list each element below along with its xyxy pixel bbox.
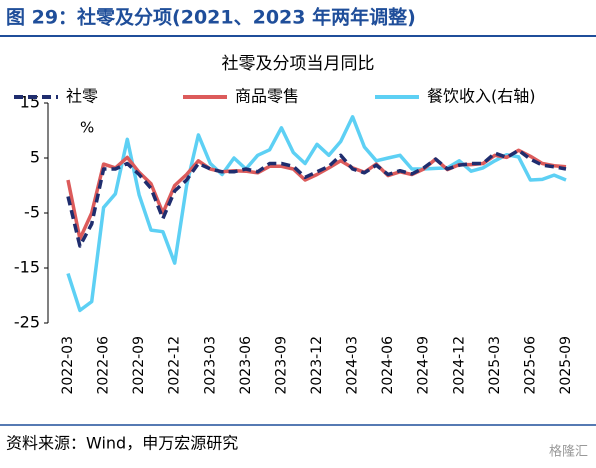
y-unit: % [80,119,94,137]
x-tick-label: 2023-06 [238,336,254,395]
figure-title: 图 29：社零及分项(2021、2023 年两年调整) [6,6,416,29]
watermark: 格隆汇 [549,444,588,460]
x-tick-label: 2022-03 [60,336,76,395]
source: 资料来源：Wind，申万宏源研究 [6,434,238,453]
y-tick-label: 5 [30,148,40,167]
x-tick-label: 2023-12 [309,336,325,395]
x-tick-label: 2022-06 [96,336,112,395]
x-tick-label: 2025-06 [522,336,538,395]
y-tick-label: -25 [14,313,40,332]
x-tick-label: 2024-06 [380,336,396,395]
x-tick-label: 2024-09 [416,336,432,395]
x-tick-label: 2024-03 [345,336,361,395]
x-tick-label: 2025-03 [487,336,503,395]
x-tick-label: 2023-03 [202,336,218,395]
y-tick-label: -15 [14,258,40,277]
x-tick-label: 2022-09 [131,336,147,395]
x-tick-label: 2025-09 [558,336,574,395]
x-tick-label: 2022-12 [167,336,183,395]
x-tick-label: 2023-09 [273,336,289,395]
legend-label: 餐饮收入(右轴) [427,87,536,106]
series-line [66,115,567,313]
series-line [66,148,567,241]
x-tick-label: 2024-12 [451,336,467,395]
legend-label: 商品零售 [235,87,299,106]
legend-label: 社零 [66,87,98,106]
y-tick-label: -5 [24,203,40,222]
chart-title: 社零及分项当月同比 [222,54,375,74]
